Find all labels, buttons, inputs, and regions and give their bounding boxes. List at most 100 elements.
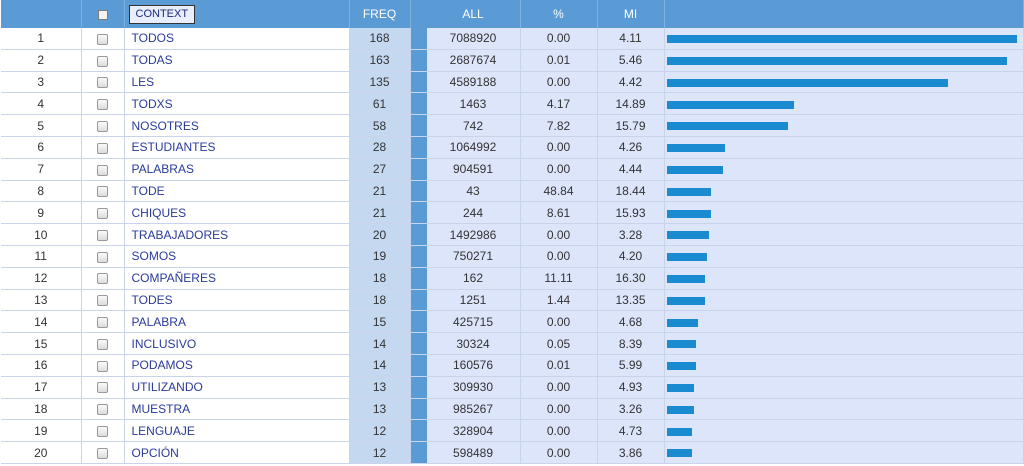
row-select[interactable] <box>81 354 125 377</box>
row-mi: 5.46 <box>597 49 665 72</box>
table-row[interactable]: 14 PALABRA 15 425715 0.00 4.68 <box>1 310 1024 334</box>
row-select[interactable] <box>81 158 125 181</box>
row-checkbox[interactable] <box>97 99 108 111</box>
table-row[interactable]: 3 LES 135 4589188 0.00 4.42 <box>1 71 1024 94</box>
row-checkbox[interactable] <box>97 295 108 307</box>
table-row[interactable]: 18 MUESTRA 13 985267 0.00 3.26 <box>1 398 1024 421</box>
table-row[interactable]: 4 TODXS 61 1463 4.17 14.89 <box>1 92 1024 116</box>
table-row[interactable]: 2 TODAS 163 2687674 0.01 5.46 <box>1 49 1024 72</box>
row-select[interactable] <box>81 332 125 355</box>
row-select[interactable] <box>81 28 125 50</box>
row-freq: 18 <box>349 267 411 290</box>
row-word-link[interactable]: COMPAÑERES <box>124 267 350 290</box>
table-row[interactable]: 6 ESTUDIANTES 28 1064992 0.00 4.26 <box>1 136 1024 159</box>
row-bar-cell <box>664 267 1024 290</box>
table-row[interactable]: 11 SOMOS 19 750271 0.00 4.20 <box>1 245 1024 268</box>
header-row: CONTEXT FREQ ALL % MI <box>1 0 1024 28</box>
row-word-link[interactable]: TODAS <box>124 49 350 72</box>
row-select[interactable] <box>81 49 125 72</box>
row-select[interactable] <box>81 245 125 268</box>
row-checkbox[interactable] <box>97 273 108 285</box>
header-percent[interactable]: % <box>520 0 598 28</box>
row-checkbox[interactable] <box>97 317 108 329</box>
table-row[interactable]: 20 OPCIÓN 12 598489 0.00 3.86 <box>1 441 1024 464</box>
table-row[interactable]: 10 TRABAJADORES 20 1492986 0.00 3.28 <box>1 223 1024 246</box>
row-checkbox[interactable] <box>97 426 108 438</box>
header-all[interactable]: ALL <box>426 0 521 28</box>
row-select[interactable] <box>81 398 125 421</box>
row-select[interactable] <box>81 267 125 290</box>
row-word-link[interactable]: MUESTRA <box>124 398 350 421</box>
row-checkbox[interactable] <box>97 55 108 67</box>
row-checkbox[interactable] <box>97 251 108 263</box>
row-word-link[interactable]: OPCIÓN <box>124 441 350 464</box>
row-select[interactable] <box>81 92 125 116</box>
select-all-checkbox[interactable] <box>97 9 108 20</box>
row-number: 9 <box>1 201 82 225</box>
table-row[interactable]: 15 INCLUSIVO 14 30324 0.05 8.39 <box>1 332 1024 355</box>
row-checkbox[interactable] <box>97 382 108 394</box>
row-mi: 4.42 <box>597 71 665 94</box>
table-row[interactable]: 1 TODOS 168 7088920 0.00 4.11 <box>1 28 1024 50</box>
row-mi: 4.11 <box>597 28 665 50</box>
row-word-link[interactable]: TRABAJADORES <box>124 223 350 246</box>
row-word-link[interactable]: NOSOTRES <box>124 114 350 137</box>
frequency-bar <box>666 253 707 262</box>
row-checkbox[interactable] <box>97 360 108 372</box>
header-mi[interactable]: MI <box>597 0 665 28</box>
table-row[interactable]: 17 UTILIZANDO 13 309930 0.00 4.93 <box>1 376 1024 399</box>
row-checkbox[interactable] <box>97 447 108 459</box>
row-checkbox[interactable] <box>97 229 108 241</box>
row-select[interactable] <box>81 136 125 159</box>
row-select[interactable] <box>81 310 125 334</box>
table-row[interactable]: 8 TODE 21 43 48.84 18.44 <box>1 180 1024 203</box>
row-word-link[interactable]: TODES <box>124 289 350 312</box>
row-word-link[interactable]: TODXS <box>124 92 350 116</box>
row-word-link[interactable]: TODOS <box>124 28 350 50</box>
row-checkbox[interactable] <box>97 186 108 198</box>
row-select[interactable] <box>81 376 125 399</box>
row-word-link[interactable]: PALABRAS <box>124 158 350 181</box>
row-select[interactable] <box>81 114 125 137</box>
row-select[interactable] <box>81 71 125 94</box>
row-select[interactable] <box>81 223 125 246</box>
row-word-link[interactable]: CHIQUES <box>124 201 350 225</box>
table-row[interactable]: 19 LENGUAJE 12 328904 0.00 4.73 <box>1 419 1024 443</box>
row-word-link[interactable]: SOMOS <box>124 245 350 268</box>
row-select[interactable] <box>81 419 125 443</box>
header-select-all[interactable] <box>81 0 125 28</box>
frequency-bar <box>666 187 711 196</box>
row-word-link[interactable]: UTILIZANDO <box>124 376 350 399</box>
row-checkbox[interactable] <box>97 164 108 176</box>
row-checkbox[interactable] <box>97 404 108 416</box>
table-row[interactable]: 12 COMPAÑERES 18 162 11.11 16.30 <box>1 267 1024 290</box>
row-word-link[interactable]: ESTUDIANTES <box>124 136 350 159</box>
row-word-link[interactable]: PALABRA <box>124 310 350 334</box>
frequency-bar <box>666 57 1007 66</box>
table-row[interactable]: 5 NOSOTRES 58 742 7.82 15.79 <box>1 114 1024 137</box>
row-select[interactable] <box>81 180 125 203</box>
row-word-link[interactable]: TODE <box>124 180 350 203</box>
row-checkbox[interactable] <box>97 208 108 220</box>
row-checkbox[interactable] <box>97 33 108 45</box>
row-select[interactable] <box>81 201 125 225</box>
row-percent: 0.00 <box>520 398 598 421</box>
table-row[interactable]: 7 PALABRAS 27 904591 0.00 4.44 <box>1 158 1024 181</box>
row-word-link[interactable]: PODAMOS <box>124 354 350 377</box>
row-number: 7 <box>1 158 82 181</box>
table-row[interactable]: 16 PODAMOS 14 160576 0.01 5.99 <box>1 354 1024 377</box>
row-checkbox[interactable] <box>97 120 108 132</box>
table-row[interactable]: 13 TODES 18 1251 1.44 13.35 <box>1 289 1024 312</box>
row-percent: 0.05 <box>520 332 598 355</box>
row-word-link[interactable]: LENGUAJE <box>124 419 350 443</box>
row-select[interactable] <box>81 289 125 312</box>
context-button[interactable]: CONTEXT <box>128 4 196 24</box>
table-row[interactable]: 9 CHIQUES 21 244 8.61 15.93 <box>1 201 1024 225</box>
row-checkbox[interactable] <box>97 338 108 350</box>
row-checkbox[interactable] <box>97 77 108 89</box>
row-word-link[interactable]: LES <box>124 71 350 94</box>
header-freq[interactable]: FREQ <box>349 0 411 28</box>
row-checkbox[interactable] <box>97 142 108 154</box>
row-word-link[interactable]: INCLUSIVO <box>124 332 350 355</box>
row-select[interactable] <box>81 441 125 464</box>
